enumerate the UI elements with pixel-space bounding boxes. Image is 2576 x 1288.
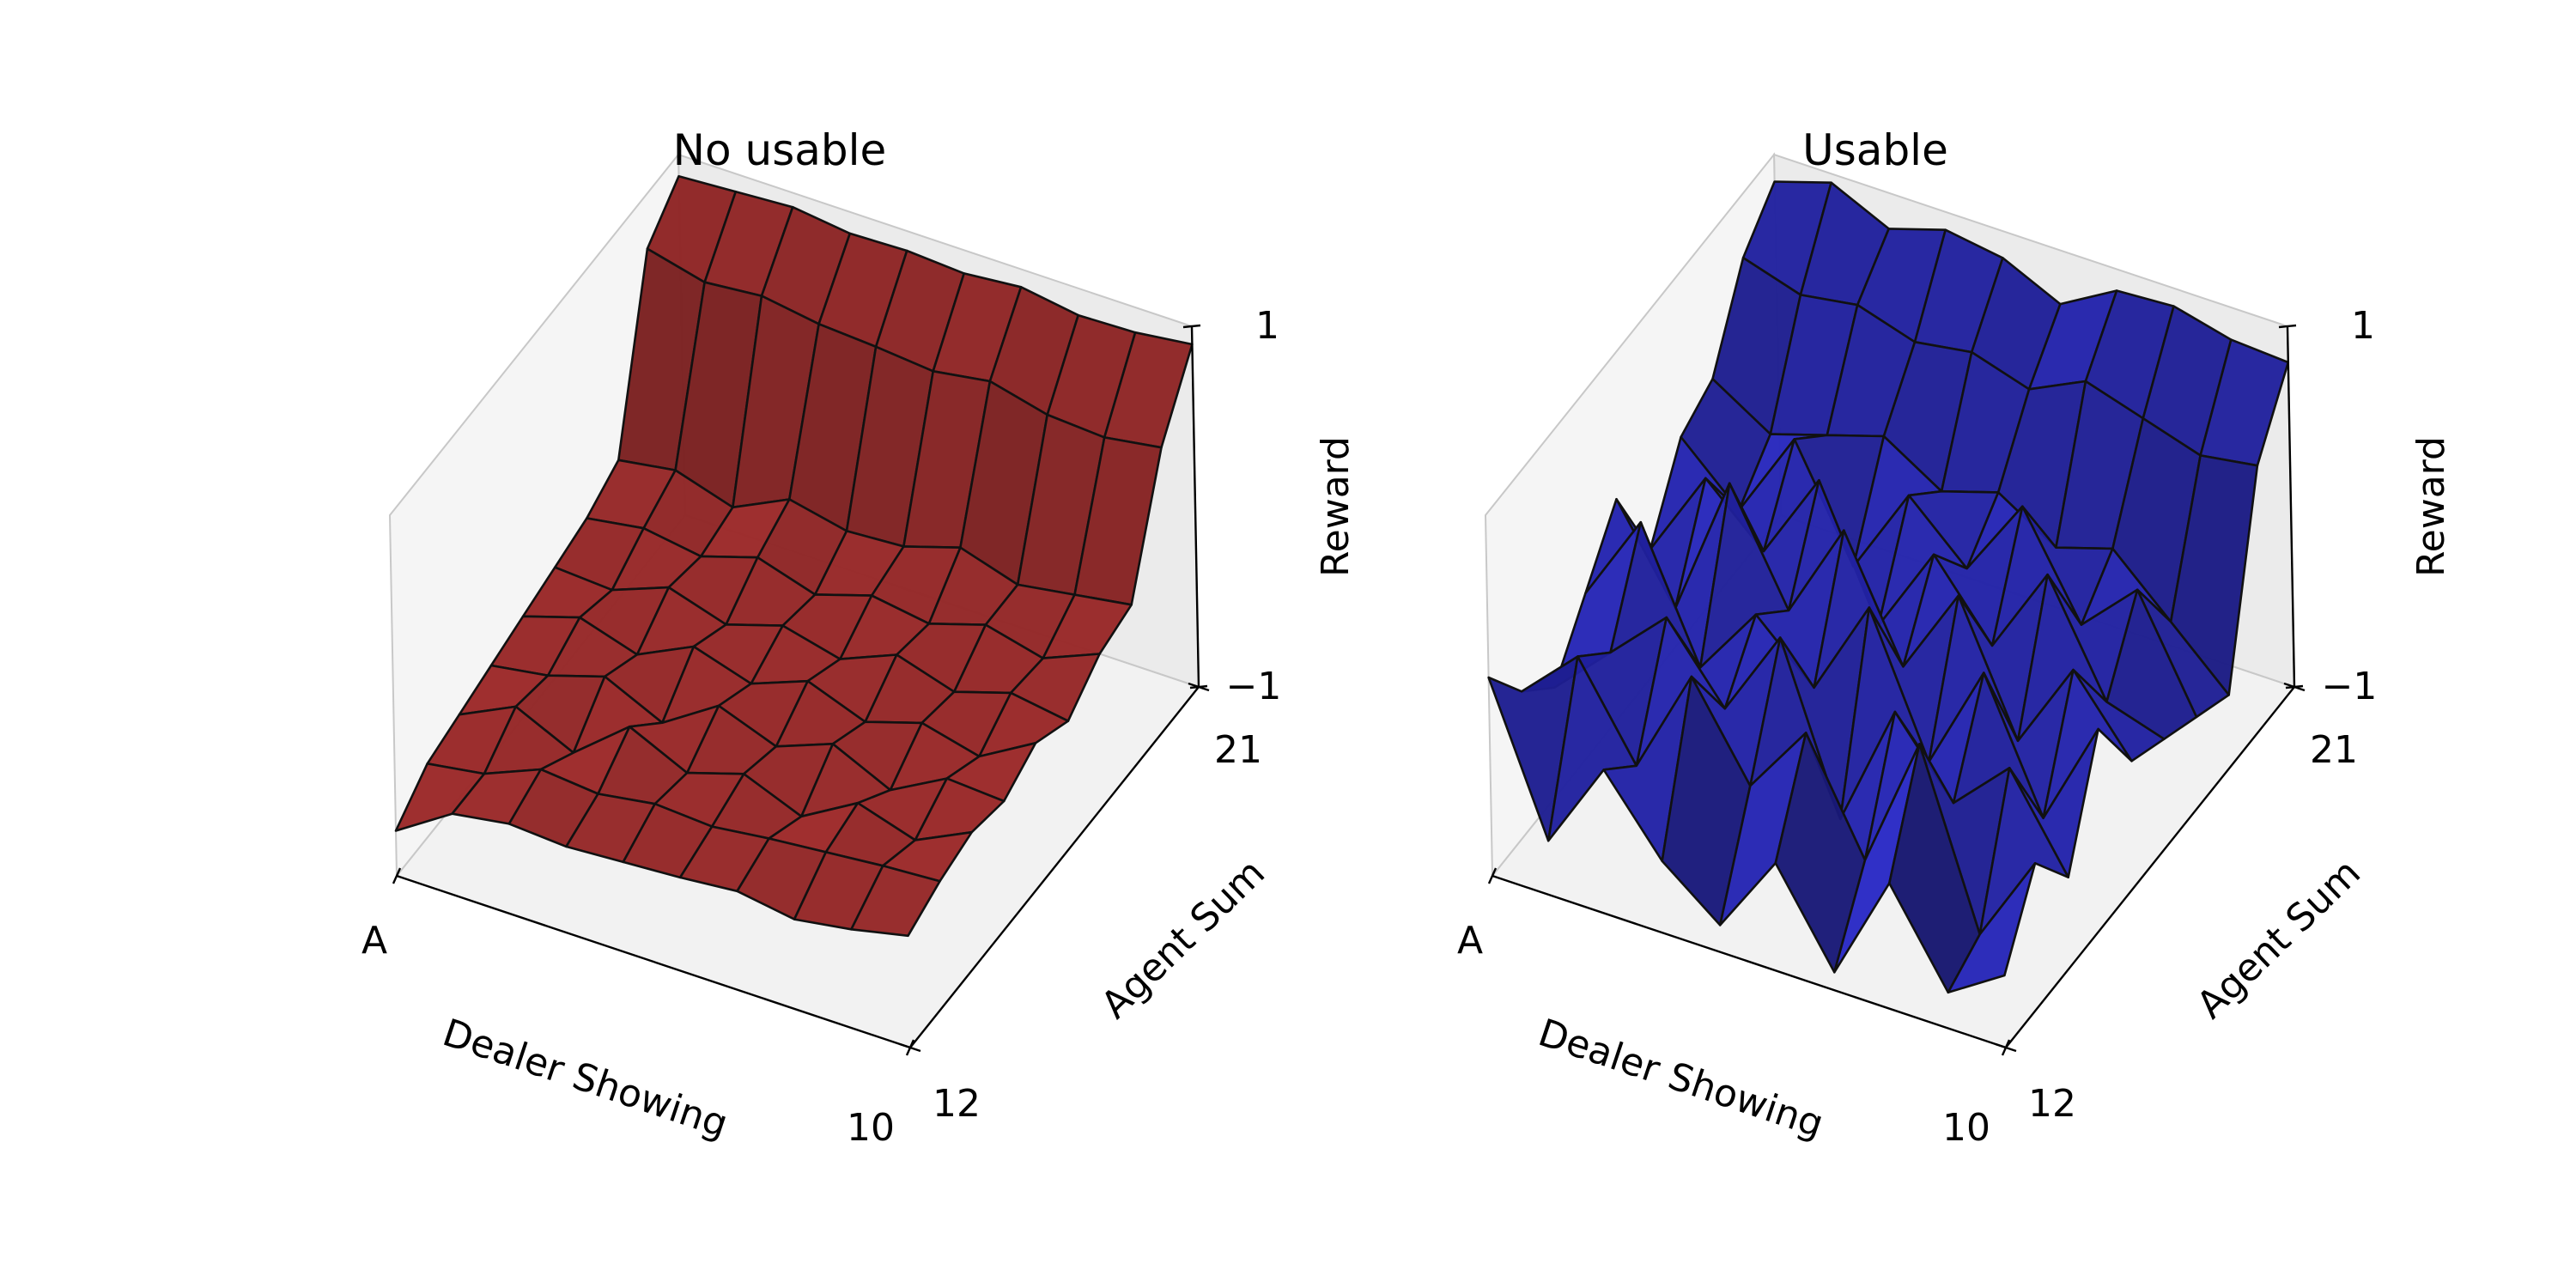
x-tick-min — [392, 867, 402, 884]
plots-layer: A 10 12 21 −1 1 Dealer Showing Agent Sum Reward N… — [361, 125, 2453, 1150]
surface-cell-0-8 — [850, 864, 941, 938]
y-tick-label-min: 12 — [2028, 1082, 2076, 1126]
x-tick-label-min: A — [361, 919, 387, 963]
y-tick-min — [899, 1042, 921, 1053]
x-tick-min — [1487, 867, 1498, 884]
y-tick-label-max: 21 — [1214, 728, 1262, 772]
plot-title: Usable — [1802, 125, 1948, 175]
y-tick-label-max: 21 — [2310, 728, 2358, 772]
x-axis-line — [396, 874, 911, 1049]
z-axis-line — [2286, 325, 2296, 688]
z-tick-max — [1182, 324, 1201, 329]
z-tick-label-min: −1 — [1226, 665, 1282, 708]
y-axis-label: Agent Sum — [2189, 851, 2369, 1027]
plot-1: A 10 12 21 −1 1 Dealer Showing Agent Sum Reward U… — [1457, 125, 2453, 1150]
x-axis-label: Dealer Showing — [437, 1011, 732, 1146]
y-tick-min — [1995, 1042, 2017, 1053]
z-tick-min — [1189, 684, 1208, 690]
z-tick-label-max: 1 — [1255, 304, 1279, 348]
z-axis-line — [1190, 325, 1200, 688]
y-tick-label-min: 12 — [933, 1082, 981, 1126]
z-tick-label-max: 1 — [2351, 304, 2375, 348]
surface-cell-0-8 — [1947, 861, 2037, 994]
z-tick-label-min: −1 — [2322, 665, 2378, 708]
y-axis-line — [2005, 686, 2295, 1048]
x-axis-label: Dealer Showing — [1533, 1011, 1828, 1146]
x-tick-label-min: A — [1457, 919, 1483, 963]
x-tick-label-max: 10 — [847, 1106, 895, 1150]
z-tick-max — [2278, 324, 2297, 329]
y-axis-label: Agent Sum — [1093, 851, 1273, 1027]
surface — [1487, 180, 2290, 994]
z-axis-label: Reward — [1314, 436, 1358, 577]
y-axis-line — [909, 686, 1200, 1048]
plot-0: A 10 12 21 −1 1 Dealer Showing Agent Sum Reward N… — [361, 125, 1358, 1150]
x-tick-label-max: 10 — [1942, 1106, 1990, 1150]
surface — [394, 174, 1194, 938]
z-axis-label: Reward — [2409, 436, 2453, 577]
z-tick-min — [2285, 684, 2304, 690]
plot-title: No usable — [673, 125, 887, 175]
x-axis-line — [1492, 874, 2007, 1049]
